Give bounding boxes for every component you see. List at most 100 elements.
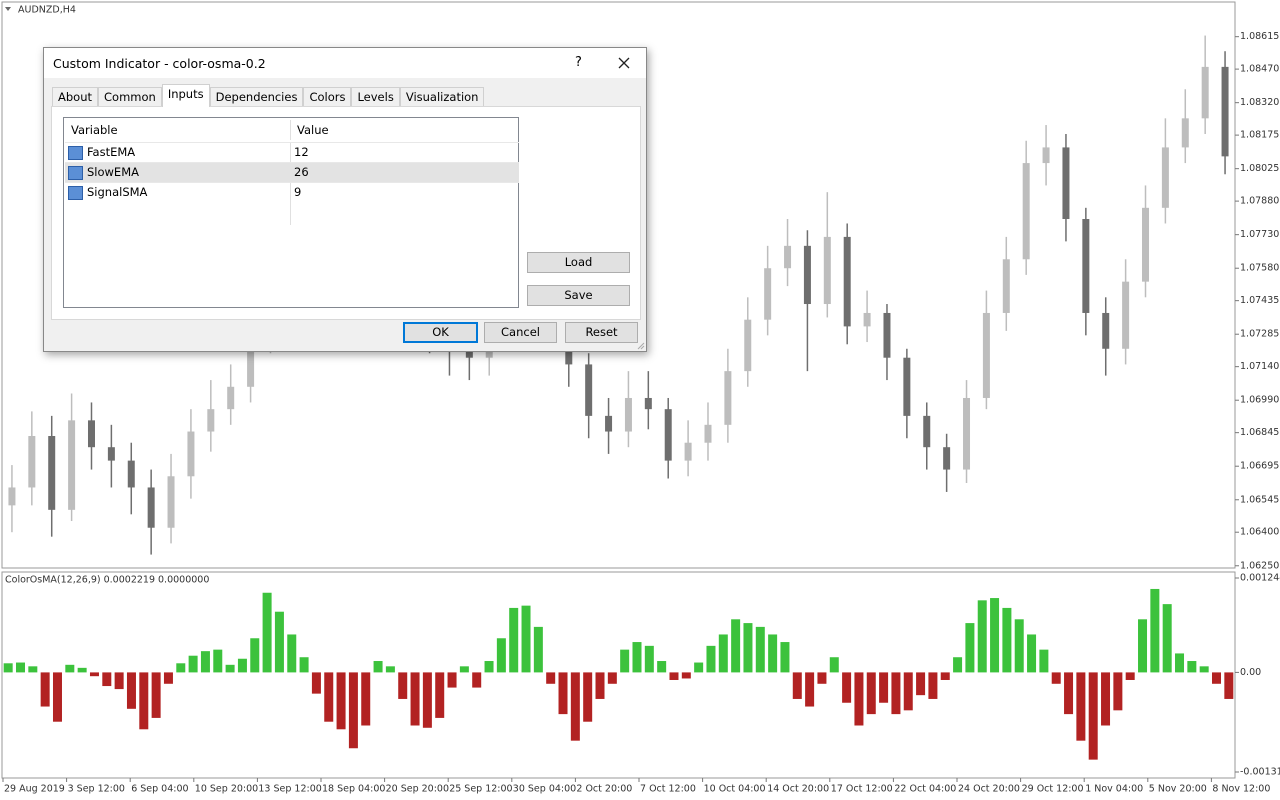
osma-bar (1187, 661, 1197, 673)
y-tick-label: 1.08320 (1240, 97, 1279, 108)
tab[interactable]: Levels (351, 87, 400, 107)
input-type-icon (68, 166, 83, 180)
x-tick-label: 3 Sep 12:00 (68, 784, 125, 795)
candle-body (465, 348, 473, 358)
tab[interactable]: About (52, 87, 99, 107)
y-tick-label: 1.07730 (1240, 229, 1279, 240)
input-value: 9 (294, 185, 302, 199)
candle-body (147, 487, 155, 528)
x-tick-label: 10 Oct 04:00 (704, 784, 766, 795)
osma-bar (1125, 672, 1135, 680)
table-row[interactable]: FastEMA 12 (65, 142, 519, 162)
candle-body (28, 436, 36, 488)
osma-bar (299, 657, 309, 673)
osma-bar (447, 672, 457, 688)
column-header[interactable]: Value (297, 123, 329, 137)
x-tick-label: 8 Nov 12:00 (1212, 784, 1270, 795)
x-tick-label: 10 Sep 20:00 (195, 784, 258, 795)
osma-bar (225, 664, 235, 673)
osma-bar (558, 672, 568, 715)
osma-bar (1014, 619, 1024, 673)
y-tick-label: 1.06695 (1240, 461, 1279, 472)
candle-body (1181, 118, 1189, 148)
candle-body (1102, 312, 1110, 349)
x-tick-label: 30 Sep 04:00 (513, 784, 576, 795)
osma-bar (928, 672, 938, 699)
y-tick-label: 1.08025 (1240, 163, 1279, 174)
indicator-dialog: Custom Indicator - color-osma-0.2 ? Abou… (43, 47, 647, 352)
y-tick-label: 1.07285 (1240, 329, 1279, 340)
candle-body (605, 415, 613, 432)
osma-bar (731, 619, 741, 673)
osma-bar (459, 666, 469, 673)
osma-bar (583, 672, 593, 722)
osma-bar (139, 672, 149, 730)
y-tick-label: 1.07140 (1240, 361, 1279, 372)
candle-body (127, 460, 135, 488)
help-button[interactable]: ? (575, 55, 582, 70)
table-row[interactable]: SignalSMA 9 (65, 182, 519, 202)
osma-bar (237, 658, 247, 673)
resize-grip[interactable] (636, 341, 645, 350)
inputs-table: Variable Value FastEMA 12 SlowEMA 26 SignalS… (63, 117, 519, 308)
osma-bar (1002, 607, 1012, 673)
osma-bar (311, 672, 321, 694)
column-divider (290, 142, 291, 225)
tab-strip: About Common Inputs Dependencies Colors Level… (52, 84, 485, 107)
y-tick-label: 0.0012444 (1240, 573, 1280, 584)
osma-bar (324, 672, 334, 722)
x-tick-label: 13 Sep 12:00 (258, 784, 321, 795)
y-tick-label: 1.07580 (1240, 263, 1279, 274)
candle-body (1002, 259, 1010, 313)
menu-arrow[interactable] (5, 7, 11, 11)
osma-bar (620, 649, 630, 673)
candle-body (1122, 281, 1130, 349)
column-header[interactable]: Variable (71, 123, 118, 137)
title-bar: Custom Indicator - color-osma-0.2 ? (44, 48, 646, 78)
osma-bar (854, 672, 864, 726)
side-button[interactable]: Load (527, 252, 630, 273)
candle-body (664, 409, 672, 461)
osma-bar (40, 672, 50, 707)
osma-bar (595, 672, 605, 699)
y-tick-label: 1.06250 (1240, 560, 1279, 571)
osma-bar (940, 672, 950, 680)
osma-bar (472, 672, 482, 688)
side-button[interactable]: Save (527, 285, 630, 306)
close-button[interactable] (618, 57, 630, 69)
tab[interactable]: Visualization (399, 87, 485, 107)
x-tick-label: 20 Sep 20:00 (386, 784, 449, 795)
candle-body (187, 431, 195, 477)
osma-bar (829, 657, 839, 673)
osma-bar (65, 664, 75, 673)
osma-bar (1027, 634, 1037, 673)
table-row[interactable]: SlowEMA 26 (65, 162, 519, 182)
osma-bar (1224, 672, 1234, 699)
candle-body (823, 236, 831, 305)
tab[interactable]: Colors (303, 87, 352, 107)
osma-bar (200, 651, 210, 673)
dialog-button[interactable]: Cancel (484, 322, 557, 343)
x-tick-label: 22 Oct 04:00 (894, 784, 956, 795)
osma-bar (842, 672, 852, 703)
candle-body (107, 447, 115, 461)
tab[interactable]: Inputs (161, 84, 210, 107)
tab[interactable]: Dependencies (209, 87, 304, 107)
chart-title: AUDNZD,H4 (18, 5, 76, 16)
x-tick-label: 1 Nov 04:00 (1085, 784, 1143, 795)
osma-bar (768, 634, 778, 673)
tab[interactable]: Common (98, 87, 162, 107)
osma-bar (89, 672, 99, 677)
osma-bar (1088, 672, 1098, 760)
candle-body (803, 245, 811, 305)
candle-body (624, 397, 632, 432)
candle-body (843, 236, 851, 327)
candle-body (684, 442, 692, 461)
input-value: 12 (294, 145, 309, 159)
x-tick-label: 25 Sep 12:00 (449, 784, 512, 795)
dialog-button[interactable]: Reset (565, 322, 638, 343)
dialog-button[interactable]: OK (403, 322, 478, 343)
osma-bar (348, 672, 358, 749)
osma-bar (1199, 666, 1209, 673)
